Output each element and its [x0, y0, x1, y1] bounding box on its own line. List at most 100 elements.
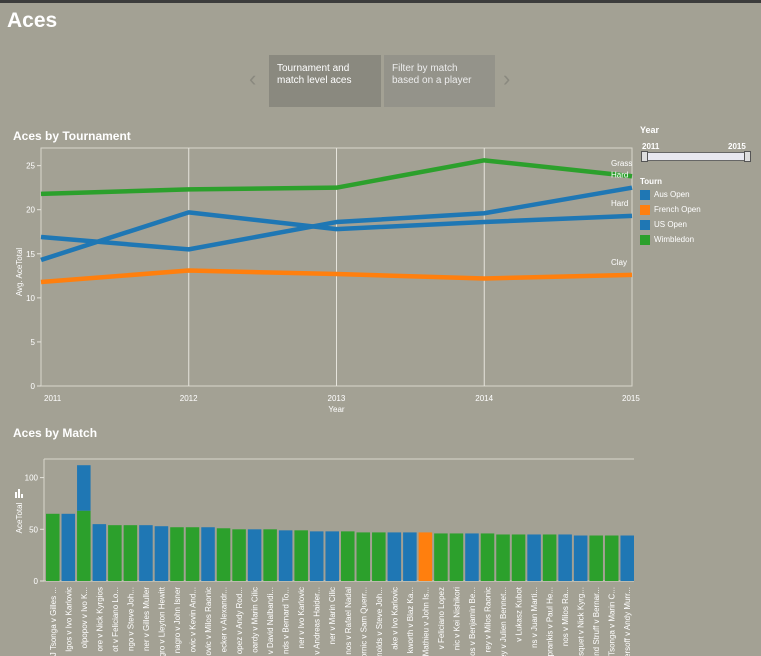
series-end-label: Grass: [611, 159, 632, 168]
bar: [449, 533, 464, 581]
next-story-arrow-icon[interactable]: ›: [503, 66, 511, 91]
bar: [108, 525, 122, 581]
x-tick-label: kworth v Blaz Ka...: [406, 587, 415, 653]
year-slider-min-handle[interactable]: [641, 151, 648, 162]
bar: [418, 532, 433, 581]
bar: [170, 527, 184, 581]
x-tick-label: ecker v Alexandr...: [220, 587, 229, 652]
bar: [403, 532, 417, 581]
series-line: [40, 185, 633, 252]
x-tick-label: ornic v Sam Querr...: [359, 587, 368, 656]
series-line: [40, 210, 633, 263]
x-tick-label: ore v Nick Kyrgios: [95, 587, 104, 651]
prev-story-arrow-icon[interactable]: ‹: [249, 66, 257, 91]
legend-swatch: [640, 220, 650, 230]
bar: [341, 531, 355, 581]
x-tick-label: 2011: [44, 394, 62, 403]
bar: [527, 534, 541, 581]
bar: [325, 531, 339, 581]
y-tick-label: 15: [26, 250, 35, 259]
year-range-slider[interactable]: [641, 151, 751, 162]
bar: [620, 535, 634, 581]
legend-title: Tourn: [640, 177, 663, 186]
y-tick-label: 5: [31, 338, 36, 347]
x-tick-label: ot v Feliciano Lo...: [111, 587, 120, 652]
bar: [294, 530, 308, 581]
x-tick-label: nd Struff v Bernar...: [592, 587, 601, 656]
bar: [573, 535, 588, 581]
bar-chart-icon-bar: [18, 489, 20, 498]
x-tick-label: nos v Milos Ra...: [561, 587, 570, 646]
bar: [185, 527, 200, 581]
line-chart-title: Aces by Tournament: [13, 129, 131, 143]
x-tick-label: ey v Julien Bennet...: [499, 587, 508, 656]
x-tick-label: 2015: [622, 394, 640, 403]
bar: [558, 534, 572, 581]
bar: [46, 513, 60, 581]
x-tick-label: ovic v Milos Raonic: [204, 587, 213, 655]
series-line: [40, 158, 633, 197]
bar: [372, 532, 386, 581]
x-tick-label: v Lukasz Kubot: [515, 586, 524, 641]
y-tick-label: 50: [29, 525, 38, 534]
x-tick-label: prankis v Paul He...: [546, 587, 555, 656]
legend-swatch: [640, 205, 650, 215]
series-end-label: Hard: [611, 171, 628, 180]
bar: [434, 533, 448, 581]
y-axis-label: Avg. AceTotal: [15, 248, 24, 297]
story-point-tournament[interactable]: Tournament and match level aces: [269, 55, 381, 107]
bar: [61, 513, 76, 581]
x-axis-label: Year: [328, 405, 345, 414]
y-tick-label: 100: [25, 474, 39, 483]
x-tick-label: 2013: [328, 394, 346, 403]
bar-chart-icon: [15, 489, 23, 498]
bar: [139, 525, 153, 581]
legend-item-aus-open[interactable]: Aus Open: [640, 190, 690, 202]
bar: [604, 535, 619, 581]
bar: [496, 534, 510, 581]
x-tick-label: ns v Juan Marti...: [530, 587, 539, 648]
bar-chart-title: Aces by Match: [13, 426, 98, 440]
x-tick-label: nos v Benjamin Be...: [468, 587, 477, 656]
x-tick-label: 2014: [475, 394, 493, 403]
legend-item-us-open[interactable]: US Open: [640, 220, 687, 232]
x-tick-label: Igos v Ivo Karlovic: [64, 587, 73, 652]
x-tick-label: ner v Ivo Karlovic: [297, 587, 306, 648]
bar: [356, 532, 371, 581]
bar: [480, 533, 495, 581]
x-tick-label: squet v Nick Kyrg...: [577, 587, 586, 656]
x-tick-label: olpopov v Ivo K...: [80, 587, 89, 648]
x-tick-label: Mathieu v John Is...: [421, 587, 430, 656]
year-slider-max-handle[interactable]: [744, 151, 751, 162]
x-tick-label: nos v Rafael Nadal: [344, 587, 353, 655]
bar: [542, 534, 557, 581]
y-tick-label: 0: [31, 382, 36, 391]
bar: [247, 529, 262, 581]
year-max-label: 2015: [728, 142, 746, 151]
legend-item-french-open[interactable]: French Open: [640, 205, 701, 217]
bar-chart-icon-bar: [15, 492, 17, 498]
bar-stack-segment: [77, 465, 91, 511]
bar: [77, 510, 91, 581]
legend-item-wimbledon[interactable]: Wimbledon: [640, 235, 694, 247]
story-point-filter-player[interactable]: Filter by match based on a player: [384, 55, 495, 107]
legend-label: Aus Open: [654, 190, 690, 200]
x-tick-label: nds v Bernard To...: [282, 587, 291, 654]
legend-swatch: [640, 190, 650, 200]
x-tick-label: oardy v Marin Cilic: [251, 587, 260, 653]
x-tick-label: ner v Marin Cilic: [328, 587, 337, 644]
x-tick-label: v David Nalbandi...: [266, 587, 275, 654]
x-tick-label: ngo v Steve Joh...: [126, 587, 135, 651]
bar: [92, 524, 107, 581]
page-title: Aces: [7, 9, 58, 32]
series-end-label: Hard: [611, 199, 628, 208]
bar: [263, 529, 277, 581]
bar: [589, 535, 603, 581]
y-axis-label: AceTotal: [15, 502, 24, 533]
y-tick-label: 10: [26, 294, 35, 303]
x-tick-label: ovic v Kevin And...: [189, 587, 198, 652]
x-tick-label: rey v Milos Raonic: [484, 587, 493, 652]
bar: [465, 533, 479, 581]
bar-chart-icon-bar: [21, 494, 23, 498]
